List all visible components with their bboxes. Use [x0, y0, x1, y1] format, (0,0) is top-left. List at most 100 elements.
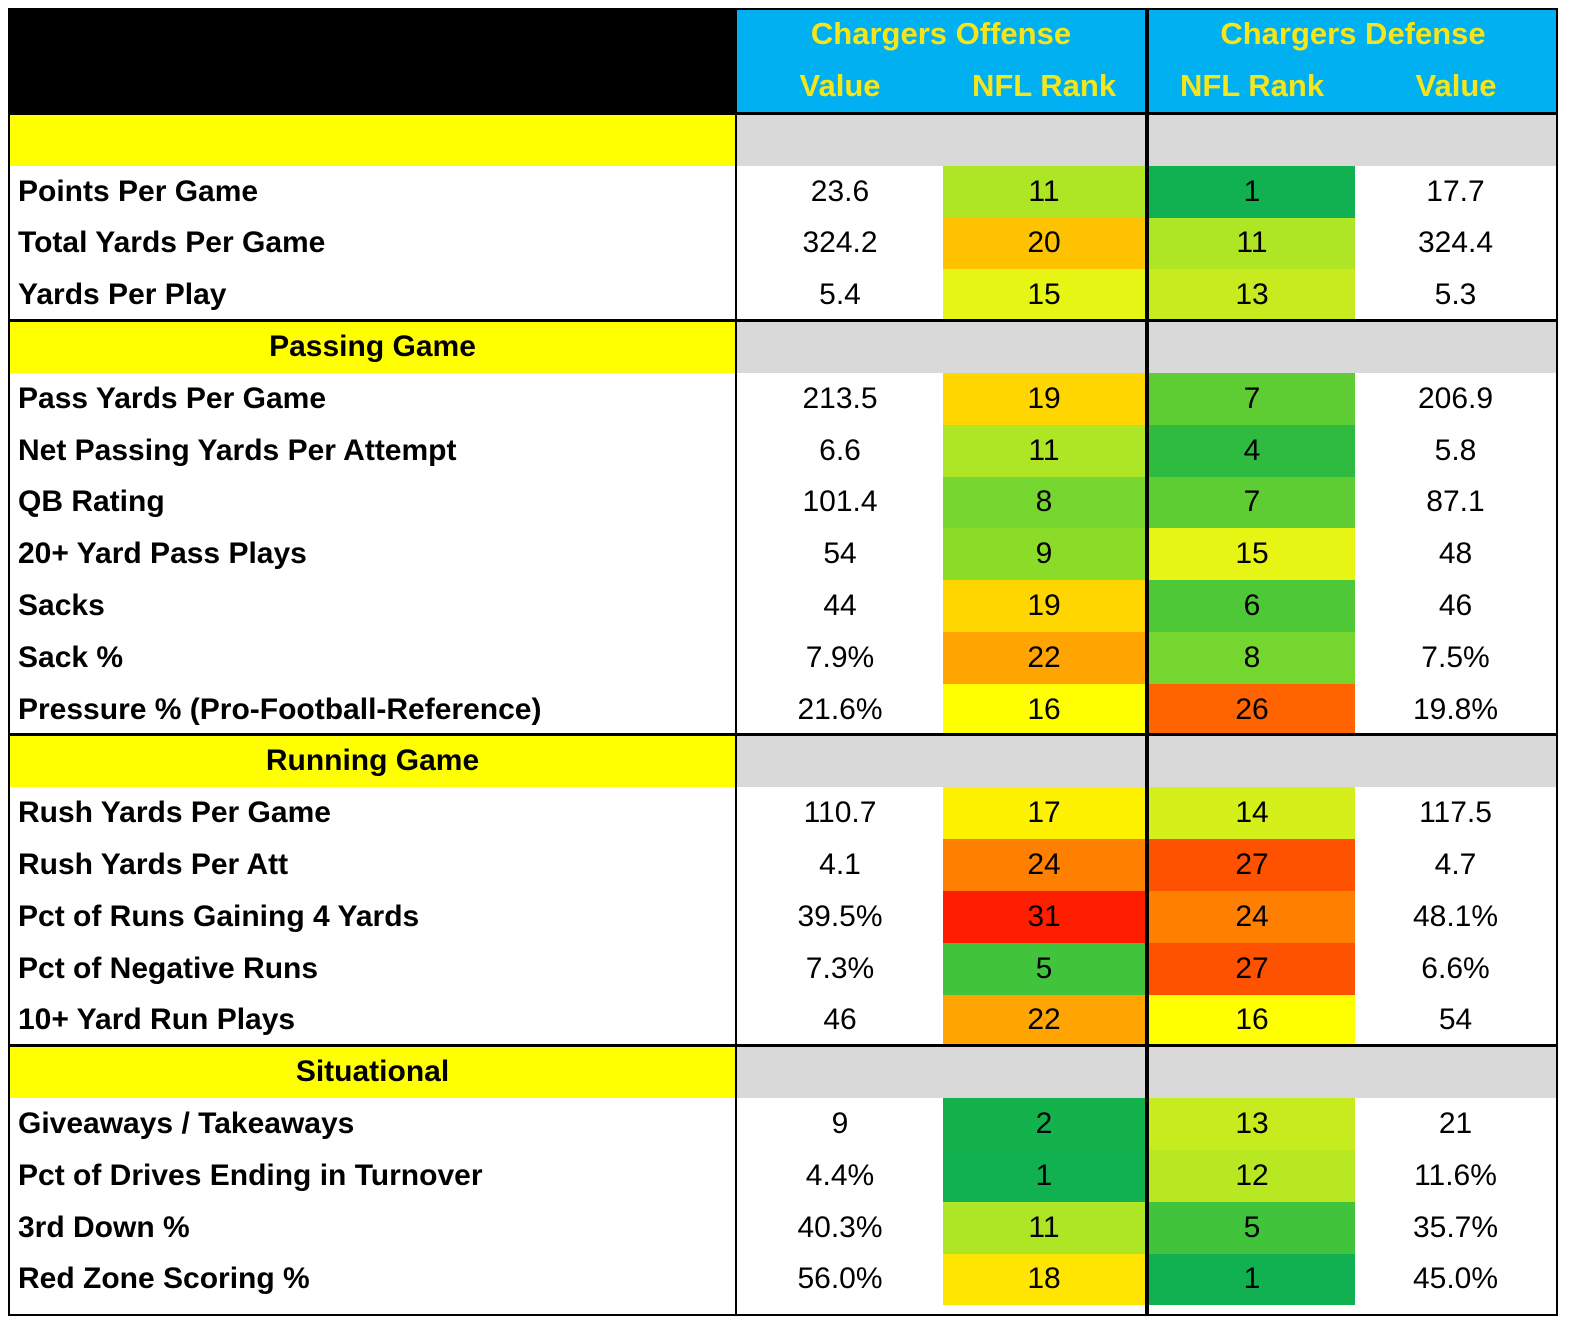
defense-rank: 4 [1149, 424, 1355, 477]
grid-line [8, 733, 1558, 736]
grid-line [8, 319, 1558, 322]
defense-rank: 1 [1149, 165, 1355, 218]
grid-line [8, 8, 1558, 10]
row-label: QB Rating [18, 485, 165, 519]
offense-value: 4.1 [819, 848, 861, 882]
offense-rank: 15 [943, 269, 1145, 322]
row-label: Rush Yards Per Att [18, 848, 289, 882]
row-label: 10+ Yard Run Plays [18, 1003, 296, 1037]
defense-value: 117.5 [1419, 796, 1492, 830]
col-defense-rank: NFL Rank [1149, 60, 1355, 112]
defense-value: 46 [1438, 589, 1473, 623]
offense-rank: 1 [943, 1150, 1145, 1202]
offense-value: 40.3% [797, 1210, 883, 1244]
offense-value: 21.6% [797, 692, 883, 726]
row-label: Pass Yards Per Game [18, 381, 326, 415]
defense-rank: 26 [1149, 683, 1355, 736]
offense-rank: 9 [943, 528, 1145, 581]
row-label: 20+ Yard Pass Plays [18, 537, 307, 571]
defense-value: 206.9 [1417, 381, 1494, 415]
defense-rank: 6 [1149, 580, 1355, 632]
defense-value: 5.8 [1434, 433, 1477, 467]
offense-value: 44 [823, 589, 857, 623]
offense-value: 7.9% [805, 640, 875, 674]
row-label: Rush Yards Per Game [18, 796, 331, 830]
defense-rank: 1 [1149, 1253, 1355, 1306]
col-offense-rank: NFL Rank [943, 60, 1145, 112]
offense-rank: 22 [943, 994, 1145, 1047]
offense-value: 110.7 [803, 796, 877, 830]
defense-value: 5.3 [1434, 278, 1477, 312]
defense-rank: 7 [1149, 476, 1355, 529]
defense-value: 54 [1438, 1003, 1473, 1037]
section-header: Running Game [10, 735, 735, 788]
offense-value: 56.0% [797, 1262, 883, 1296]
offense-value: 101.4 [802, 485, 878, 519]
row-label: Total Yards Per Game [18, 226, 326, 260]
offense-rank: 16 [943, 683, 1145, 736]
section-header: Passing Game [10, 321, 735, 373]
row-label: Pct of Runs Gaining 4 Yards [18, 899, 420, 933]
offense-value: 54 [823, 537, 857, 571]
row-label: Points Per Game [18, 174, 259, 208]
offense-value: 6.6 [819, 433, 861, 467]
defense-rank: 24 [1149, 891, 1355, 943]
offense-value: 213.5 [802, 381, 878, 415]
offense-rank: 11 [943, 424, 1145, 477]
offense-value: 324.2 [802, 226, 878, 260]
offense-rank: 22 [943, 632, 1145, 684]
offense-value: 9 [831, 1107, 849, 1141]
defense-rank: 14 [1149, 787, 1355, 840]
offense-value: 4.4% [805, 1158, 875, 1192]
offense-rank: 18 [943, 1253, 1145, 1306]
grid-line [1556, 8, 1558, 1316]
row-label: Pct of Negative Runs [18, 951, 319, 985]
col-offense-value: Value [737, 60, 943, 112]
offense-value: 46 [823, 1003, 857, 1037]
row-label: Pct of Drives Ending in Turnover [18, 1158, 483, 1192]
row-label: Sack % [18, 640, 124, 674]
defense-rank: 15 [1149, 528, 1355, 581]
offense-value: 5.4 [819, 278, 861, 312]
offense-rank: 19 [943, 580, 1145, 632]
stats-table: Chargers Offense Chargers Defense Value … [8, 8, 1558, 1316]
offense-rank: 31 [943, 891, 1145, 943]
offense-rank: 24 [943, 839, 1145, 891]
defense-rank: 8 [1149, 632, 1355, 684]
row-label: Red Zone Scoring % [18, 1262, 310, 1296]
offense-rank: 5 [943, 942, 1145, 995]
defense-value: 19.8% [1412, 692, 1499, 726]
defense-rank: 13 [1149, 269, 1355, 322]
row-label: Sacks [18, 589, 105, 623]
defense-value: 6.6% [1421, 951, 1490, 985]
grid-line [1145, 8, 1149, 1316]
row-label: Pressure % (Pro-Football-Reference) [18, 692, 542, 726]
offense-rank: 11 [943, 165, 1145, 218]
defense-value: 48.1% [1412, 899, 1499, 933]
grid-line [8, 1314, 1558, 1316]
header-black-cell [8, 8, 735, 112]
defense-title: Chargers Defense [1149, 8, 1557, 60]
grid-line [8, 1044, 1558, 1047]
defense-value: 21 [1438, 1107, 1473, 1141]
defense-value: 7.5% [1421, 640, 1490, 674]
defense-value: 87.1 [1426, 485, 1485, 519]
row-label: Giveaways / Takeaways [18, 1107, 355, 1141]
defense-rank: 27 [1149, 839, 1355, 891]
defense-value: 35.7% [1412, 1210, 1499, 1244]
offense-value: 7.3% [805, 951, 875, 985]
offense-rank: 17 [943, 787, 1145, 840]
section-header: Situational [10, 1046, 735, 1099]
defense-rank: 13 [1149, 1098, 1355, 1150]
defense-rank: 11 [1149, 217, 1355, 270]
row-label: Net Passing Yards Per Attempt [18, 433, 457, 467]
col-defense-value: Value [1355, 60, 1557, 112]
offense-title: Chargers Offense [737, 8, 1145, 60]
grid-line [8, 112, 1558, 115]
offense-rank: 8 [943, 476, 1145, 529]
defense-rank: 16 [1149, 994, 1355, 1047]
row-label: Yards Per Play [18, 278, 227, 312]
defense-value: 45.0% [1412, 1262, 1499, 1296]
grid-line [8, 8, 10, 1316]
offense-value: 39.5% [797, 899, 883, 933]
